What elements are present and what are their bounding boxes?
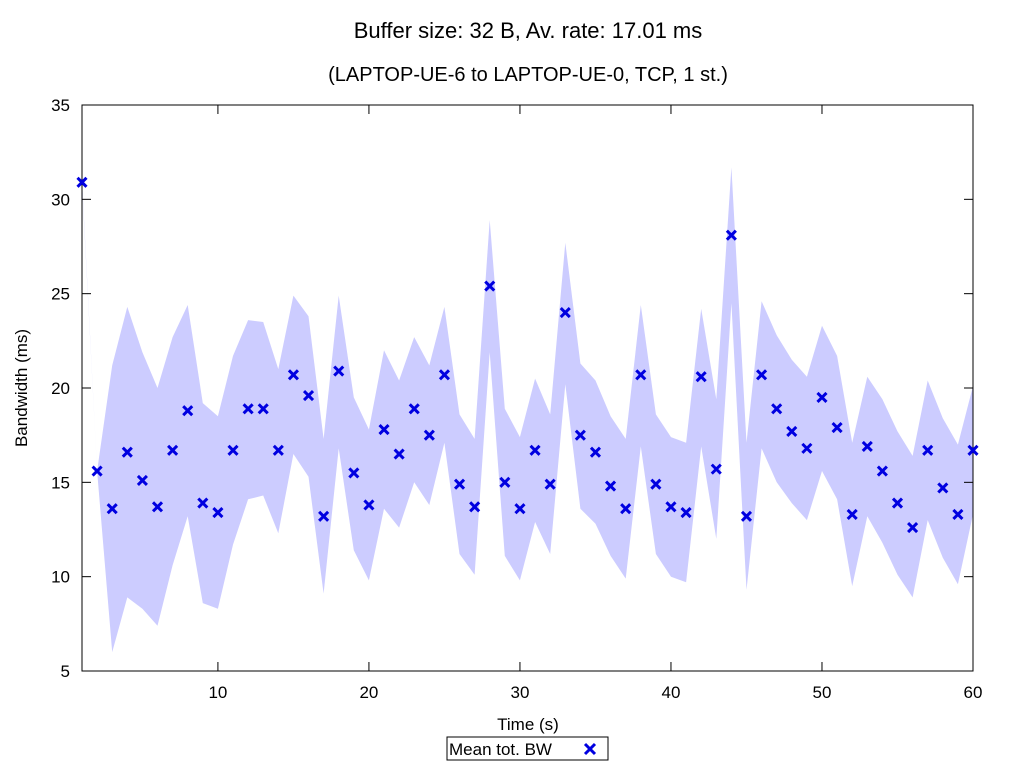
x-tick-label: 50	[813, 683, 832, 702]
data-point	[106, 503, 118, 515]
data-points-layer	[76, 176, 979, 534]
y-tick-label: 5	[61, 662, 70, 681]
x-tick-label: 40	[662, 683, 681, 702]
y-tick-label: 25	[51, 285, 70, 304]
data-point	[967, 444, 979, 456]
data-point	[212, 506, 224, 519]
data-point	[786, 425, 798, 437]
chart-subtitle: (LAPTOP-UE-6 to LAPTOP-UE-0, TCP, 1 st.)	[328, 64, 728, 86]
axes-layer: 10 20 30 40 50 60 5 10 15 20 25 30 35	[51, 96, 982, 702]
data-point	[861, 440, 873, 453]
y-tick-label: 15	[51, 473, 70, 492]
data-point	[318, 510, 330, 522]
data-point	[484, 280, 496, 292]
data-point	[182, 405, 194, 417]
data-point	[499, 476, 511, 488]
confidence-band-layer	[82, 167, 973, 653]
data-point	[801, 442, 813, 454]
data-point	[242, 403, 254, 415]
legend-label: Mean tot. BW	[449, 740, 552, 759]
data-point	[272, 444, 284, 456]
data-point	[151, 501, 164, 513]
data-point	[725, 229, 737, 241]
data-point	[695, 371, 707, 383]
data-point	[136, 474, 148, 487]
x-axis-label: Time (s)	[497, 715, 559, 734]
data-point	[620, 503, 632, 515]
y-tick-label: 35	[51, 96, 70, 115]
data-point	[197, 497, 209, 509]
data-point	[393, 448, 405, 460]
data-point	[333, 365, 345, 377]
chart-title: Buffer size: 32 B, Av. rate: 17.01 ms	[354, 18, 703, 43]
data-point	[665, 501, 677, 513]
data-point	[121, 446, 133, 458]
y-axis-label: Bandwidth (ms)	[12, 329, 31, 447]
data-point	[423, 429, 435, 441]
data-point	[650, 478, 662, 490]
data-point	[922, 444, 934, 456]
y-tick-label: 20	[51, 379, 70, 398]
data-point	[453, 478, 466, 490]
x-tick-label: 20	[359, 683, 378, 702]
data-point	[604, 480, 617, 492]
data-point	[816, 391, 828, 403]
data-point	[257, 403, 269, 415]
data-point	[876, 465, 888, 477]
data-point	[559, 306, 571, 319]
data-point	[76, 176, 88, 188]
data-point	[408, 403, 420, 415]
data-point	[227, 444, 239, 456]
data-point	[891, 497, 904, 509]
data-point	[514, 503, 526, 515]
data-point	[363, 499, 375, 511]
y-tick-label: 30	[51, 190, 70, 209]
data-point	[378, 423, 390, 436]
data-point	[589, 446, 602, 458]
confidence-band	[82, 167, 973, 653]
data-point	[167, 444, 179, 456]
data-point	[469, 501, 481, 513]
data-point	[348, 467, 360, 479]
data-point	[574, 429, 586, 441]
data-point	[680, 506, 692, 519]
x-tick-label: 30	[510, 683, 529, 702]
data-point	[302, 389, 315, 402]
legend-marker-icon	[583, 742, 597, 756]
data-point	[756, 369, 768, 381]
data-point	[937, 482, 949, 494]
data-point	[287, 369, 299, 381]
data-point	[635, 369, 647, 381]
data-point	[740, 510, 753, 522]
x-tick-label: 60	[964, 683, 983, 702]
data-point	[771, 403, 783, 415]
data-point	[529, 444, 541, 456]
data-point	[91, 465, 103, 477]
data-point	[846, 508, 858, 520]
data-point	[831, 422, 843, 434]
data-point	[710, 463, 722, 475]
y-tick-label: 10	[51, 568, 70, 587]
x-tick-label: 10	[208, 683, 227, 702]
data-point	[438, 369, 451, 381]
data-point	[907, 522, 919, 534]
data-point	[952, 508, 964, 520]
legend-box	[446, 736, 609, 761]
legend: Mean tot. BW	[446, 736, 609, 761]
data-point	[544, 478, 556, 490]
